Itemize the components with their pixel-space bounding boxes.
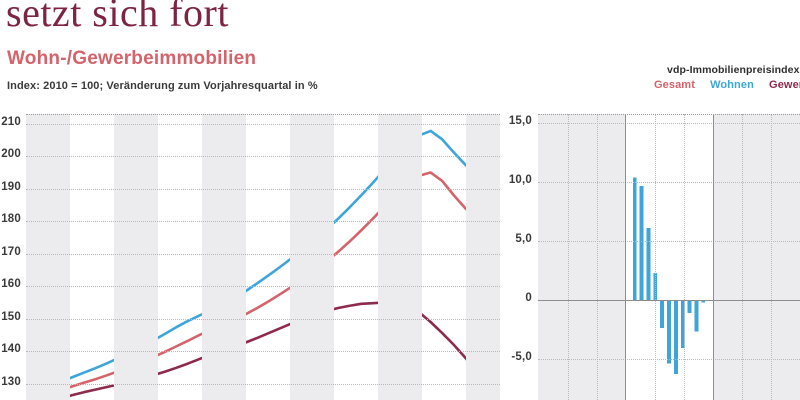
bar-wohnen bbox=[646, 228, 651, 300]
gridline bbox=[538, 241, 800, 243]
y-tick-label: 180 bbox=[1, 213, 21, 226]
gridline bbox=[26, 188, 500, 190]
quarter-marker bbox=[771, 114, 773, 400]
quarter-marker bbox=[655, 114, 657, 400]
bar-chart-plot bbox=[538, 114, 800, 400]
gridline bbox=[26, 253, 500, 255]
bar-wohnen bbox=[701, 299, 706, 303]
legend-item-wohnen[interactable]: Wohnen bbox=[710, 79, 754, 91]
bar-group-band bbox=[538, 114, 626, 400]
gridline bbox=[26, 286, 500, 288]
gridline bbox=[26, 351, 500, 353]
y-tick-label: 10,0 bbox=[508, 174, 532, 187]
quarter-band bbox=[26, 114, 70, 400]
y-tick-label: 190 bbox=[1, 180, 21, 193]
y-tick-label: 5,0 bbox=[515, 233, 532, 246]
y-tick-label: 210 bbox=[1, 115, 21, 128]
page-headline: setzt sich fort bbox=[6, 0, 229, 35]
gridline bbox=[26, 221, 500, 223]
quarter-marker bbox=[567, 114, 569, 400]
y-tick-label: 0 bbox=[525, 291, 532, 304]
gridline bbox=[26, 123, 500, 125]
bar-wohnen bbox=[639, 185, 644, 300]
legend-items: Gesamt Wohnen Gewerbe bbox=[648, 79, 800, 91]
chart-axis-note: Index: 2010 = 100; Veränderung zum Vorja… bbox=[7, 80, 318, 92]
quarter-band bbox=[378, 114, 422, 400]
bar-chart-top-rule bbox=[538, 114, 800, 115]
gridline bbox=[538, 182, 800, 184]
gridline bbox=[26, 318, 500, 320]
line-chart-plot bbox=[26, 114, 500, 400]
y-tick-label: 170 bbox=[1, 245, 21, 258]
group-separator bbox=[625, 114, 627, 400]
bar-group-band bbox=[712, 114, 800, 400]
bar-wohnen bbox=[667, 299, 671, 364]
legend-item-gesamt[interactable]: Gesamt bbox=[654, 79, 695, 91]
chart-subtitle: Wohn-/Gewerbeimmobilien bbox=[7, 48, 257, 69]
line-chart-top-rule bbox=[26, 114, 500, 115]
bar-chart-panel: 15,0 10,0 5,0 0 -5,0 bbox=[500, 100, 800, 400]
quarter-band bbox=[202, 114, 246, 400]
gridline bbox=[538, 358, 800, 360]
gridline bbox=[26, 156, 500, 158]
y-tick-label: -5,0 bbox=[511, 350, 532, 363]
legend: vdp-Immobilienpreisindex: Gesamt Wohnen … bbox=[648, 64, 800, 91]
y-tick-label: 160 bbox=[1, 278, 21, 291]
quarter-marker bbox=[742, 114, 744, 400]
y-tick-label: 130 bbox=[1, 375, 21, 388]
quarter-band bbox=[466, 114, 500, 400]
line-series-wohnen bbox=[26, 129, 500, 397]
quarter-marker bbox=[596, 114, 598, 400]
y-tick-label: 140 bbox=[1, 343, 21, 356]
legend-title: vdp-Immobilienpreisindex: bbox=[667, 64, 800, 76]
group-separator bbox=[712, 114, 714, 400]
y-tick-label: 15,0 bbox=[508, 115, 532, 128]
bar-wohnen bbox=[660, 299, 665, 329]
bar-wohnen bbox=[673, 299, 678, 375]
quarter-band bbox=[290, 114, 334, 400]
zero-baseline bbox=[538, 299, 800, 301]
gridline bbox=[26, 383, 500, 385]
quarter-band bbox=[114, 114, 158, 400]
bar-wohnen bbox=[632, 177, 637, 300]
bar-wohnen bbox=[687, 299, 692, 313]
y-tick-label: 150 bbox=[1, 310, 21, 323]
gridline bbox=[538, 123, 800, 125]
legend-item-gewerbe[interactable]: Gewerbe bbox=[769, 79, 800, 91]
quarter-marker bbox=[683, 114, 685, 400]
bar-wohnen bbox=[694, 299, 699, 332]
y-tick-label: 200 bbox=[1, 148, 21, 161]
bar-wohnen bbox=[680, 299, 685, 349]
line-chart-panel: 210 200 190 180 170 160 150 140 130 bbox=[0, 100, 500, 400]
